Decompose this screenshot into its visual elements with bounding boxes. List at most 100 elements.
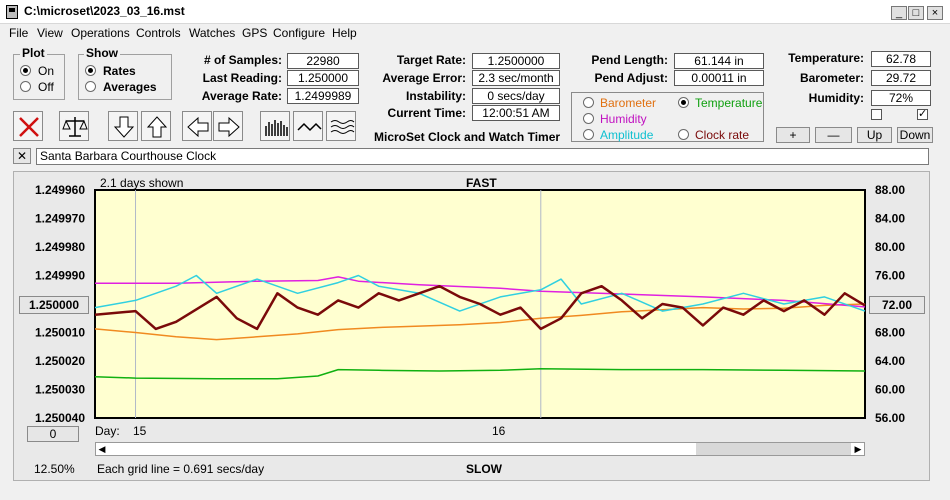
env-checkbox-1[interactable] (871, 109, 882, 120)
up-button[interactable]: Up (857, 127, 892, 143)
menu-file[interactable]: File (9, 26, 29, 40)
instability-label: Instability: (405, 89, 466, 103)
histogram-button[interactable] (260, 111, 290, 141)
last-reading-value: 1.250000 (287, 70, 359, 86)
y-right-tick-label: 56.00 (875, 411, 905, 425)
time-scrollbar[interactable]: ◀ ▶ (95, 442, 865, 456)
target-rate-label: Target Rate: (396, 53, 466, 67)
humidity-value: 72% (871, 90, 931, 106)
increment-button[interactable]: + (776, 127, 810, 143)
y-left-tick-label: 1.249990 (35, 269, 85, 283)
clear-clock-name-button[interactable]: ✕ (13, 148, 31, 164)
pend-length-value[interactable]: 61.144 in (674, 53, 764, 69)
wave-icon (297, 122, 322, 132)
temperature-option-label: Temperature (695, 96, 763, 110)
day-tick-15: 15 (133, 424, 147, 438)
humidity-radio[interactable] (583, 113, 594, 124)
close-x-icon (19, 117, 39, 137)
show-rates-radio[interactable] (85, 65, 96, 76)
scroll-thumb[interactable] (696, 443, 851, 455)
y-right-tick-label: 80.00 (875, 240, 905, 254)
clear-button[interactable] (13, 111, 43, 141)
menu-configure[interactable]: Configure (273, 26, 326, 40)
decrement-button[interactable]: — (815, 127, 852, 143)
show-averages-radio[interactable] (85, 81, 96, 92)
maximize-button[interactable]: □ (908, 6, 924, 20)
humidity-label: Humidity: (808, 91, 864, 105)
y-left-tick-label: 1.250020 (35, 354, 85, 368)
instability-value: 0 secs/day (472, 88, 560, 104)
rate-down-button[interactable] (108, 111, 138, 141)
samples-value: 22980 (287, 53, 359, 69)
plot-off-label: Off (38, 80, 54, 94)
amplitude-radio[interactable] (583, 129, 594, 140)
series-humidity (95, 276, 866, 308)
show-group-label: Show (84, 46, 120, 60)
scroll-right-arrow[interactable]: ▶ (854, 444, 862, 454)
y-left-tick-label: 1.250040 (35, 411, 85, 425)
multi-wave-icon (330, 120, 355, 134)
clock-name-input[interactable]: Santa Barbara Courthouse Clock (36, 148, 929, 165)
current-time-value: 12:00:51 AM (472, 105, 560, 121)
multi-wave-button[interactable] (326, 111, 356, 141)
humidity-option-label: Humidity (600, 112, 647, 126)
plot-off-radio[interactable] (20, 81, 31, 92)
barometer-label: Barometer: (799, 71, 864, 85)
minimize-button[interactable]: _ (891, 6, 907, 20)
wave-button[interactable] (293, 111, 323, 141)
app-title-label: MicroSet Clock and Watch Timer (374, 130, 561, 144)
y-left-tick-label: 1.249960 (35, 183, 85, 197)
current-time-label: Current Time: (387, 106, 466, 120)
menu-help[interactable]: Help (332, 26, 357, 40)
close-button[interactable]: × (927, 6, 943, 20)
barometer-radio[interactable] (583, 97, 594, 108)
clock-rate-radio[interactable] (678, 129, 689, 140)
zero-button[interactable]: 0 (27, 426, 79, 442)
rate-up-button[interactable] (141, 111, 171, 141)
pend-adjust-label: Pend Adjust: (594, 71, 668, 85)
fast-label: FAST (466, 176, 497, 190)
arrow-right-icon (218, 116, 240, 138)
scroll-left-arrow[interactable]: ◀ (98, 444, 106, 454)
series-temperature (94, 368, 866, 380)
menu-controls[interactable]: Controls (136, 26, 181, 40)
down-button[interactable]: Down (897, 127, 933, 143)
balance-button[interactable] (59, 111, 89, 141)
menu-gps[interactable]: GPS (242, 26, 268, 40)
y-right-tick-label: 76.00 (875, 269, 905, 283)
balance-scale-icon (62, 117, 88, 137)
series-barometer (94, 303, 866, 341)
y-left-tick-label: 1.250010 (35, 326, 85, 340)
app-icon (6, 5, 18, 19)
show-group (78, 54, 172, 100)
barometer-option-label: Barometer (600, 96, 657, 110)
temperature-radio[interactable] (678, 97, 689, 108)
menu-bar: File View Operations Controls Watches GP… (0, 24, 950, 42)
title-bar: C:\microset\2023_03_16.mst _ □ × (0, 0, 950, 24)
window-title: C:\microset\2023_03_16.mst (24, 4, 185, 18)
target-rate-value[interactable]: 1.2500000 (472, 53, 560, 69)
menu-view[interactable]: View (37, 26, 63, 40)
plot-on-label: On (38, 64, 55, 78)
scroll-left-button[interactable] (182, 111, 212, 141)
last-reading-label: Last Reading: (202, 71, 282, 85)
y-left-tick-label: 1.249970 (35, 212, 85, 226)
y-right-tick-label: 64.00 (875, 354, 905, 368)
histogram-icon (265, 120, 288, 136)
y-left-tick-label: 1.249980 (35, 240, 85, 254)
center-rate-button[interactable]: 1.250000 (19, 296, 89, 314)
amplitude-option-label: Amplitude (600, 128, 654, 142)
arrow-left-icon (187, 116, 209, 138)
plot-on-radio[interactable] (20, 65, 31, 76)
arrow-up-icon (146, 116, 168, 138)
menu-watches[interactable]: Watches (189, 26, 236, 40)
menu-operations[interactable]: Operations (71, 26, 130, 40)
average-rate-label: Average Rate: (201, 89, 282, 103)
center-sensor-button[interactable]: 72.00 (869, 296, 925, 314)
scroll-right-button[interactable] (213, 111, 243, 141)
slow-label: SLOW (466, 462, 502, 476)
env-checkbox-2[interactable]: ✓ (917, 108, 928, 120)
days-shown-label: 2.1 days shown (100, 176, 184, 190)
day-tick-16: 16 (492, 424, 506, 438)
